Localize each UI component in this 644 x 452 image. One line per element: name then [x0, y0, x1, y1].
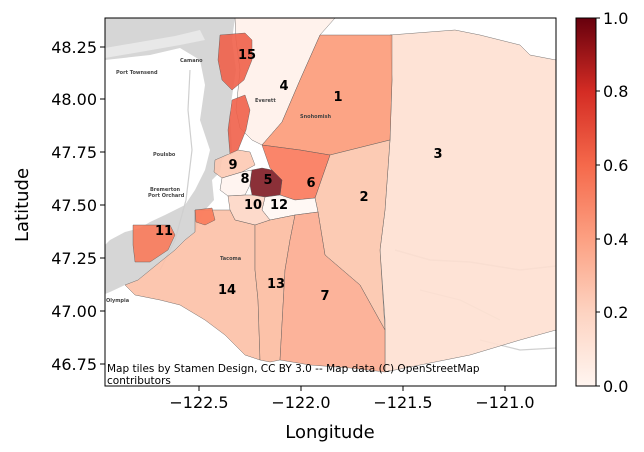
- region-label: 3: [433, 147, 442, 162]
- x-axis: −122.5 −122.0 −121.5 −121.0 Longitude: [169, 386, 535, 443]
- colorbar-gradient: [575, 17, 597, 387]
- place-name: Everett: [255, 98, 276, 104]
- colorbar-tick-label: 0.0: [603, 377, 628, 396]
- y-tick-label: 47.75: [51, 143, 97, 162]
- place-name: Camano: [180, 58, 203, 64]
- y-tick-label: 46.75: [51, 355, 97, 374]
- region-7: [279, 211, 386, 373]
- region-label: 7: [320, 289, 329, 304]
- y-axis: 48.25 48.00 47.75 47.50 47.25 47.00 46.7…: [12, 38, 105, 374]
- map-attribution: contributors: [107, 375, 171, 387]
- colorbar-tick-label: 0.6: [603, 156, 628, 175]
- region-label: 6: [306, 176, 315, 191]
- region-8: [219, 169, 253, 197]
- y-axis-label: Latitude: [12, 168, 33, 242]
- y-tick-label: 48.25: [51, 38, 97, 57]
- plot-frame: [104, 17, 557, 387]
- peninsula-land: [105, 48, 210, 245]
- place-name: Port Townsend: [116, 70, 158, 76]
- strait-area: [105, 30, 205, 58]
- region-label: 13: [267, 277, 285, 292]
- region-14: [194, 207, 216, 226]
- place-name: Snohomish: [300, 114, 331, 120]
- basemap: Camano Port Townsend Poulsbo Bremerton P…: [105, 18, 556, 387]
- region-label: 5: [263, 173, 272, 188]
- region-label: 14: [218, 283, 236, 298]
- place-name: Tacoma: [220, 256, 241, 262]
- region-15: [227, 94, 251, 156]
- region-label: 12: [270, 198, 288, 213]
- y-tick-label: 47.25: [51, 249, 97, 268]
- region-label: 9: [228, 158, 237, 173]
- region-9: [213, 149, 256, 179]
- region-label: 1: [333, 90, 342, 105]
- region-15: [217, 32, 253, 91]
- y-tick-label: 47.00: [51, 302, 97, 321]
- x-tick-label: −122.0: [271, 393, 330, 412]
- colorbar-tick-label: 0.2: [603, 303, 628, 322]
- road-line: [159, 69, 193, 271]
- colorbar-tick-label: 0.8: [603, 82, 628, 101]
- region-label: 15: [238, 48, 256, 63]
- region-3: [379, 29, 556, 373]
- place-name: Port Orchard: [148, 193, 185, 199]
- region-label: 8: [240, 172, 249, 187]
- region-11: [132, 224, 176, 263]
- region-label: 11: [155, 224, 173, 239]
- place-name: Bremerton: [150, 187, 181, 193]
- region-label: 2: [359, 190, 368, 205]
- x-tick-label: −122.5: [169, 393, 228, 412]
- y-tick-label: 48.00: [51, 90, 97, 109]
- x-tick-label: −121.5: [373, 393, 432, 412]
- y-tick-label: 47.50: [51, 196, 97, 215]
- place-name: Olympia: [106, 298, 129, 304]
- x-axis-label: Longitude: [285, 422, 375, 443]
- map-attribution: Map tiles by Stamen Design, CC BY 3.0 --…: [107, 363, 480, 375]
- x-tick-label: −121.0: [475, 393, 534, 412]
- colorbar-tick-label: 1.0: [603, 9, 628, 28]
- colorbar-tick-label: 0.4: [603, 230, 628, 249]
- region-label: 10: [244, 198, 262, 213]
- colorbar: 0.0 0.2 0.4 0.6 0.8 1.0: [575, 9, 628, 396]
- region-label: 4: [279, 79, 288, 94]
- place-name: Poulsbo: [153, 152, 176, 158]
